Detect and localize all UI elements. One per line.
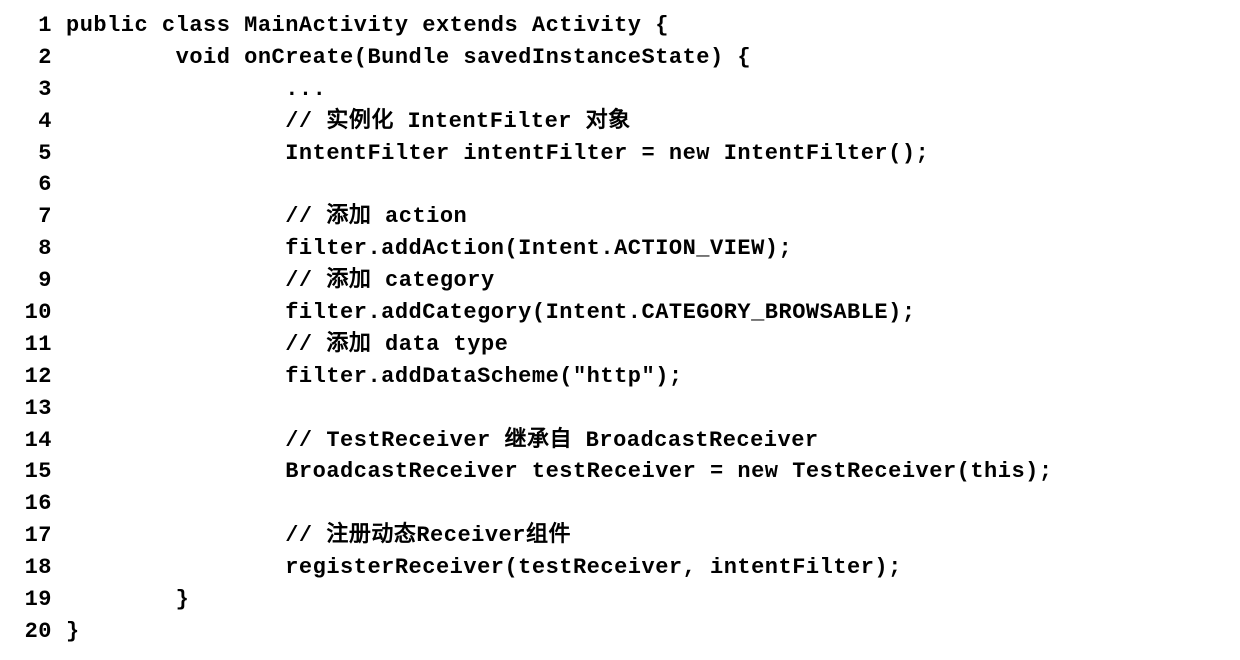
line-number: 15 [20,456,66,488]
line-number: 3 [20,74,66,106]
line-content: // TestReceiver 继承自 BroadcastReceiver [66,425,1220,457]
line-content: registerReceiver(testReceiver, intentFil… [66,552,1220,584]
line-number: 19 [20,584,66,616]
code-line: 13 [20,393,1220,425]
line-content: } [66,584,1220,616]
line-number: 14 [20,425,66,457]
line-content [66,169,1220,201]
line-content [66,393,1220,425]
code-line: 6 [20,169,1220,201]
code-line: 15 BroadcastReceiver testReceiver = new … [20,456,1220,488]
line-number: 6 [20,169,66,201]
line-content: // 添加 action [66,201,1220,233]
code-line: 17 // 注册动态Receiver组件 [20,520,1220,552]
line-number: 13 [20,393,66,425]
line-number: 5 [20,138,66,170]
line-content: ... [66,74,1220,106]
code-line: 2 void onCreate(Bundle savedInstanceStat… [20,42,1220,74]
line-number: 10 [20,297,66,329]
code-line: 3 ... [20,74,1220,106]
line-number: 17 [20,520,66,552]
line-content: IntentFilter intentFilter = new IntentFi… [66,138,1220,170]
line-content: void onCreate(Bundle savedInstanceState)… [66,42,1220,74]
line-number: 7 [20,201,66,233]
code-line: 20} [20,616,1220,648]
line-number: 4 [20,106,66,138]
code-line: 11 // 添加 data type [20,329,1220,361]
line-content: // 注册动态Receiver组件 [66,520,1220,552]
line-content: filter.addCategory(Intent.CATEGORY_BROWS… [66,297,1220,329]
code-line: 4 // 实例化 IntentFilter 对象 [20,106,1220,138]
code-line: 7 // 添加 action [20,201,1220,233]
line-number: 18 [20,552,66,584]
line-content: // 实例化 IntentFilter 对象 [66,106,1220,138]
code-block: 1public class MainActivity extends Activ… [20,10,1220,648]
code-line: 1public class MainActivity extends Activ… [20,10,1220,42]
line-number: 12 [20,361,66,393]
line-content [66,488,1220,520]
code-line: 19 } [20,584,1220,616]
line-content: } [66,616,1220,648]
line-content: // 添加 category [66,265,1220,297]
line-number: 8 [20,233,66,265]
line-content: filter.addDataScheme("http"); [66,361,1220,393]
line-number: 2 [20,42,66,74]
code-line: 8 filter.addAction(Intent.ACTION_VIEW); [20,233,1220,265]
code-line: 14 // TestReceiver 继承自 BroadcastReceiver [20,425,1220,457]
code-line: 10 filter.addCategory(Intent.CATEGORY_BR… [20,297,1220,329]
line-content: // 添加 data type [66,329,1220,361]
line-number: 9 [20,265,66,297]
line-number: 11 [20,329,66,361]
line-number: 16 [20,488,66,520]
code-line: 16 [20,488,1220,520]
line-content: public class MainActivity extends Activi… [66,10,1220,42]
code-line: 18 registerReceiver(testReceiver, intent… [20,552,1220,584]
line-number: 20 [20,616,66,648]
code-line: 9 // 添加 category [20,265,1220,297]
code-line: 12 filter.addDataScheme("http"); [20,361,1220,393]
line-number: 1 [20,10,66,42]
line-content: BroadcastReceiver testReceiver = new Tes… [66,456,1220,488]
code-line: 5 IntentFilter intentFilter = new Intent… [20,138,1220,170]
line-content: filter.addAction(Intent.ACTION_VIEW); [66,233,1220,265]
